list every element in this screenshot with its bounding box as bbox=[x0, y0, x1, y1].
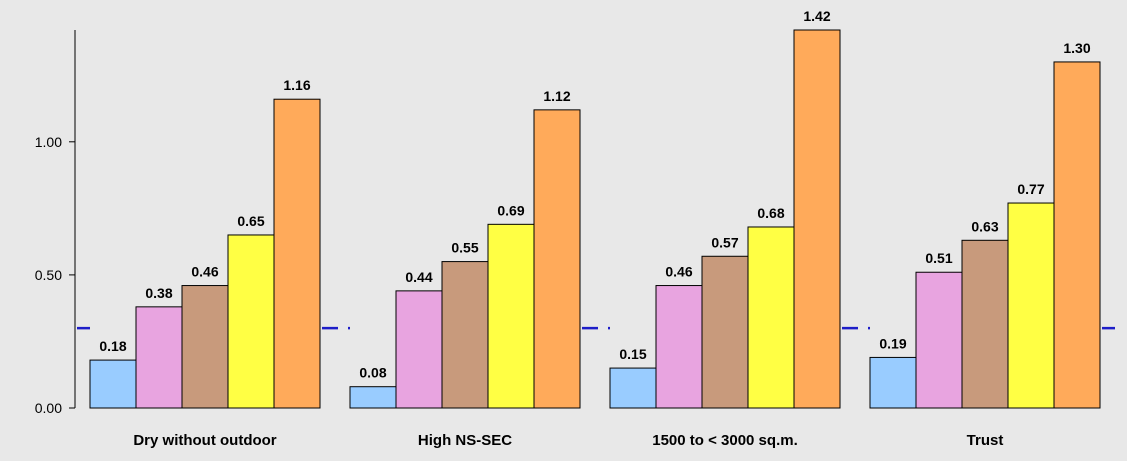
data-label: 1.16 bbox=[283, 77, 310, 93]
bar bbox=[869, 356, 917, 409]
data-label: 0.38 bbox=[145, 285, 172, 301]
category-labels: Dry without outdoor High NS-SEC 1500 to < … bbox=[133, 432, 1003, 449]
category-label: High NS-SEC bbox=[418, 432, 512, 449]
bar bbox=[1007, 202, 1055, 409]
bar bbox=[701, 255, 749, 409]
bar bbox=[227, 234, 275, 409]
data-label: 0.08 bbox=[359, 365, 386, 381]
data-label: 0.44 bbox=[405, 269, 432, 285]
data-label: 0.15 bbox=[619, 346, 646, 362]
data-label: 0.55 bbox=[451, 240, 478, 256]
bar bbox=[747, 226, 795, 409]
data-label: 0.46 bbox=[191, 264, 218, 280]
bar bbox=[135, 306, 183, 409]
bar bbox=[1053, 61, 1101, 409]
data-label: 0.68 bbox=[757, 205, 784, 221]
bar bbox=[915, 271, 963, 409]
data-label: 0.57 bbox=[711, 234, 738, 250]
bar bbox=[273, 98, 321, 409]
data-label: 1.12 bbox=[543, 88, 570, 104]
category-label: Trust bbox=[967, 432, 1004, 449]
data-label: 1.42 bbox=[803, 8, 830, 24]
bar bbox=[533, 109, 581, 409]
data-label: 0.46 bbox=[665, 264, 692, 280]
bar bbox=[349, 386, 397, 409]
data-label: 0.69 bbox=[497, 202, 524, 218]
y-ticks: 0.00 0.50 1.00 bbox=[35, 134, 75, 416]
bar bbox=[655, 285, 703, 409]
bar bbox=[441, 261, 489, 409]
y-tick-label: 1.00 bbox=[35, 134, 62, 150]
bar bbox=[395, 290, 443, 409]
bar bbox=[961, 239, 1009, 409]
data-label: 0.18 bbox=[99, 338, 126, 354]
data-label: 1.30 bbox=[1063, 40, 1090, 56]
bar bbox=[793, 29, 841, 409]
data-label: 0.19 bbox=[879, 335, 906, 351]
y-tick-label: 0.00 bbox=[35, 400, 62, 416]
bar bbox=[487, 223, 535, 409]
data-label: 0.65 bbox=[237, 213, 264, 229]
bar bbox=[609, 367, 657, 409]
bars bbox=[89, 29, 1101, 409]
data-label: 0.51 bbox=[925, 250, 952, 266]
y-tick-label: 0.50 bbox=[35, 267, 62, 283]
data-label: 0.63 bbox=[971, 218, 998, 234]
bar bbox=[181, 285, 229, 409]
bar bbox=[89, 359, 137, 409]
data-label: 0.77 bbox=[1017, 181, 1044, 197]
value-labels: 0.18 0.38 0.46 0.65 1.16 0.08 0.44 0.55 0.69 1.12… bbox=[99, 8, 1090, 381]
category-label: Dry without outdoor bbox=[133, 432, 276, 449]
category-label: 1500 to < 3000 sq.m. bbox=[652, 432, 798, 449]
